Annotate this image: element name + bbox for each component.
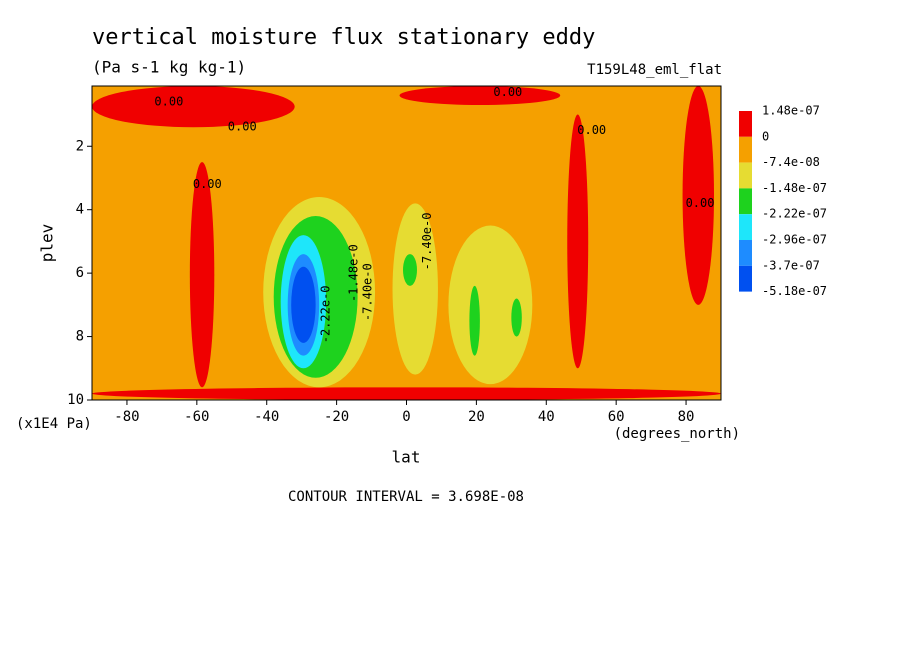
- x-tick-label: 80: [678, 409, 695, 425]
- band-region: [682, 86, 715, 305]
- contour-label: 0.00: [686, 196, 715, 210]
- band-region: [403, 254, 417, 286]
- y-tick-label: 8: [76, 329, 84, 345]
- chart-subtitle: (Pa s-1 kg kg-1): [92, 58, 246, 77]
- colorbar-label: -7.4e-08: [762, 155, 820, 169]
- colorbar-label: -5.18e-07: [762, 284, 827, 298]
- contour-label: -7.40e-0: [420, 213, 434, 271]
- colorbar-box: [739, 240, 752, 266]
- x-axis-label: lat: [392, 448, 421, 467]
- y-tick-label: 6: [76, 265, 84, 281]
- x-tick-label: 40: [538, 409, 555, 425]
- x-tick-label: 20: [468, 409, 485, 425]
- colorbar-box: [739, 136, 752, 163]
- contour-label: -2.22e-0: [319, 285, 333, 343]
- y-tick-label: 4: [76, 202, 84, 218]
- x-tick-label: -80: [114, 409, 139, 425]
- band-region: [469, 285, 480, 356]
- colorbar-box: [739, 162, 752, 189]
- colorbar-box: [739, 188, 752, 215]
- contour-label: -1.48e-0: [347, 244, 361, 302]
- field: 0.00 0.00 0.00 0.00 0.00 0.00 -2.22e-0 -1.48e-0…: [92, 85, 721, 400]
- contour-label: 0.00: [493, 85, 522, 99]
- y-axis-label: plev: [38, 224, 57, 263]
- colorbar-label: -2.96e-07: [762, 233, 827, 247]
- band-region: [448, 225, 533, 385]
- x-tick-label: -20: [324, 409, 349, 425]
- y-axis-units: (x1E4 Pa): [16, 416, 92, 432]
- contour-label: 0.00: [193, 177, 222, 191]
- band-region: [511, 298, 522, 337]
- colorbar-label: 0: [762, 129, 769, 143]
- band-region: [291, 266, 316, 343]
- run-label: T159L48_eml_flat: [587, 62, 722, 78]
- contour-label: 0.00: [228, 120, 257, 134]
- colorbar-label: -1.48e-07: [762, 181, 827, 195]
- band-region: [567, 114, 589, 369]
- y-tick-label: 2: [76, 138, 84, 154]
- colorbar-label: -2.22e-07: [762, 207, 827, 221]
- y-tick-label: 10: [67, 392, 84, 408]
- colorbar-box: [739, 265, 752, 292]
- colorbar-box: [739, 214, 752, 240]
- band-region: [92, 86, 295, 128]
- contour-interval: CONTOUR INTERVAL = 3.698E-08: [288, 489, 524, 505]
- x-tick-label: -60: [184, 409, 209, 425]
- x-axis-units: (degrees_north): [614, 426, 740, 442]
- colorbar-box: [739, 111, 752, 137]
- contour-label: 0.00: [577, 123, 606, 137]
- x-tick-label: 0: [402, 409, 410, 425]
- band-region: [392, 203, 438, 375]
- x-tick-label: -40: [254, 409, 279, 425]
- band-region: [399, 86, 561, 106]
- x-tick-label: 60: [608, 409, 625, 425]
- colorbar-label: 1.48e-07: [762, 104, 820, 118]
- chart-title: vertical moisture flux stationary eddy: [92, 25, 595, 50]
- colorbar-label: -3.7e-07: [762, 258, 820, 272]
- band-region: [92, 387, 721, 400]
- contour-label: -7.40e-0: [361, 263, 375, 321]
- band-region: [189, 162, 215, 388]
- contour-label: 0.00: [154, 94, 183, 108]
